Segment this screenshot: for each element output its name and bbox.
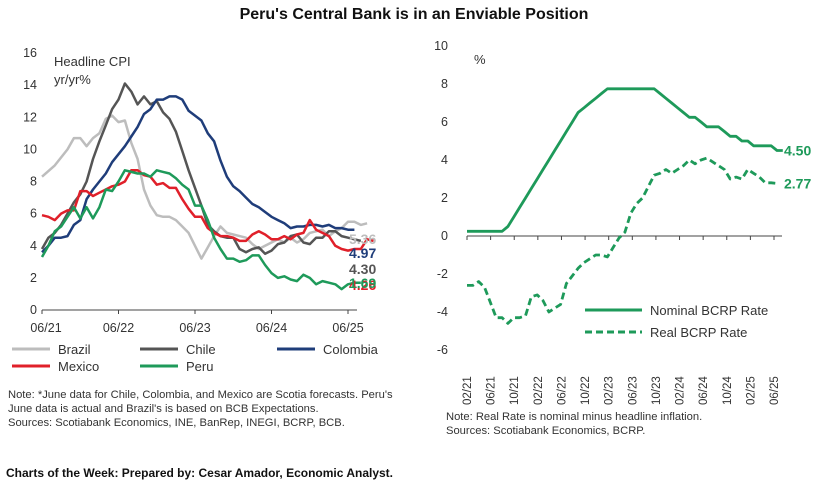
right-y-tick-label: 6 bbox=[441, 115, 448, 129]
footer-credit: Charts of the Week: Prepared by: Cesar A… bbox=[6, 466, 393, 480]
series-line-colombia bbox=[41, 95, 355, 254]
end-label-colombia: 4.97 bbox=[349, 245, 376, 261]
legend-label-chile: Chile bbox=[186, 342, 216, 357]
page-title: Peru's Central Bank is in an Enviable Po… bbox=[239, 6, 589, 23]
right-x-tick-label: 10/22 bbox=[580, 376, 592, 405]
legend-label-real-bcrp-rate: Real BCRP Rate bbox=[650, 325, 747, 340]
right-x-tick-label: 02/24 bbox=[675, 376, 687, 405]
left-y-tick-label: 8 bbox=[30, 175, 37, 189]
series-line-chile bbox=[40, 82, 362, 256]
right-chart-notes: Note: Real Rate is nominal minus headlin… bbox=[446, 410, 826, 438]
left-y-axis-label: Headline CPI bbox=[54, 54, 131, 69]
end-label-peru: 1.69 bbox=[349, 275, 376, 291]
right-x-tick-label: 02/22 bbox=[533, 376, 545, 405]
right-y-tick-label: 2 bbox=[441, 191, 448, 205]
left-note-text: Note: *June data for Chile, Colombia, an… bbox=[8, 389, 393, 415]
right-x-tick-label: 10/23 bbox=[651, 376, 663, 405]
right-legend: Nominal BCRP Rate Real BCRP Rate bbox=[585, 303, 768, 340]
left-x-tick-label: 06/22 bbox=[103, 321, 134, 335]
series-line-mexico bbox=[41, 169, 374, 252]
right-x-tick-label: 06/21 bbox=[486, 376, 498, 405]
left-sources-text: Sources: Scotiabank Economics, INE, BanR… bbox=[8, 417, 345, 429]
left-x-tick-label: 06/24 bbox=[256, 321, 287, 335]
left-y-tick-label: 16 bbox=[23, 46, 37, 60]
left-y-tick-label: 10 bbox=[23, 142, 37, 156]
end-label-real-bcrp-rate: 2.77 bbox=[784, 175, 811, 191]
right-x-tick-label: 02/25 bbox=[745, 376, 757, 405]
left-legend: Brazil Chile Colombia Mexico Peru bbox=[12, 342, 379, 374]
right-note-text: Note: Real Rate is nominal minus headlin… bbox=[446, 411, 703, 423]
right-y-tick-label: -2 bbox=[437, 267, 448, 281]
left-series: 5.36 4.304.97 4.261.69 bbox=[40, 82, 376, 293]
left-y-axis-label: yr/yr% bbox=[54, 72, 91, 87]
series-line-peru bbox=[40, 169, 361, 291]
right-x-tick-label: 06/23 bbox=[627, 376, 639, 405]
right-x-tick-label: 02/21 bbox=[462, 376, 474, 405]
right-x-tick-label: 06/22 bbox=[556, 376, 568, 405]
left-axes: 0 2 4 6 8 10 12 14 16 06/21 06/22 06/23 06/24 06/25 He… bbox=[23, 46, 364, 335]
end-label-nominal-bcrp-rate: 4.50 bbox=[784, 143, 811, 159]
series-line-real-bcrp-rate bbox=[467, 156, 778, 325]
legend-label-colombia: Colombia bbox=[323, 342, 379, 357]
right-y-tick-label: 0 bbox=[441, 229, 448, 243]
end-label-mexico: 4.26 bbox=[349, 277, 376, 293]
right-x-tick-label: 06/24 bbox=[698, 376, 710, 405]
right-y-tick-label: 8 bbox=[441, 77, 448, 91]
left-x-tick-label: 06/25 bbox=[332, 321, 363, 335]
left-x-tick-label: 06/21 bbox=[30, 321, 61, 335]
series-line-nominal-bcrp-rate bbox=[467, 87, 783, 233]
right-series: 4.50 2.77 bbox=[467, 87, 811, 325]
end-label-brazil: 5.36 bbox=[349, 231, 376, 247]
right-y-axis-label: % bbox=[474, 52, 486, 67]
legend-label-brazil: Brazil bbox=[58, 342, 91, 357]
left-y-tick-label: 12 bbox=[23, 110, 37, 124]
right-x-tick-label: 02/23 bbox=[604, 376, 616, 405]
right-y-tick-label: -6 bbox=[437, 343, 448, 357]
right-y-tick-label: -4 bbox=[437, 305, 448, 319]
series-line-brazil bbox=[41, 114, 368, 260]
right-y-tick-label: 4 bbox=[441, 153, 448, 167]
right-axes: -6 -4 -2 0 2 4 6 8 10% 02/21 06/21 10/21 02/22 06/22 1… bbox=[434, 39, 782, 405]
left-y-tick-label: 14 bbox=[23, 78, 37, 92]
left-y-tick-label: 4 bbox=[30, 239, 37, 253]
right-x-tick-label: 10/21 bbox=[509, 376, 521, 405]
left-y-tick-label: 6 bbox=[30, 207, 37, 221]
left-x-tick-label: 06/23 bbox=[179, 321, 210, 335]
left-y-tick-label: 0 bbox=[30, 303, 37, 317]
left-chart-notes: Note: *June data for Chile, Colombia, an… bbox=[8, 388, 408, 430]
legend-label-nominal-bcrp-rate: Nominal BCRP Rate bbox=[650, 303, 768, 318]
legend-label-mexico: Mexico bbox=[58, 359, 99, 374]
left-y-tick-label: 2 bbox=[30, 271, 37, 285]
right-x-tick-label: 06/25 bbox=[769, 376, 781, 405]
right-y-tick-label: 10 bbox=[434, 39, 448, 53]
legend-label-peru: Peru bbox=[186, 359, 213, 374]
right-x-tick-label: 10/24 bbox=[722, 376, 734, 405]
right-sources-text: Sources: Scotiabank Economics, BCRP. bbox=[446, 425, 646, 437]
end-label-chile: 4.30 bbox=[349, 261, 376, 277]
